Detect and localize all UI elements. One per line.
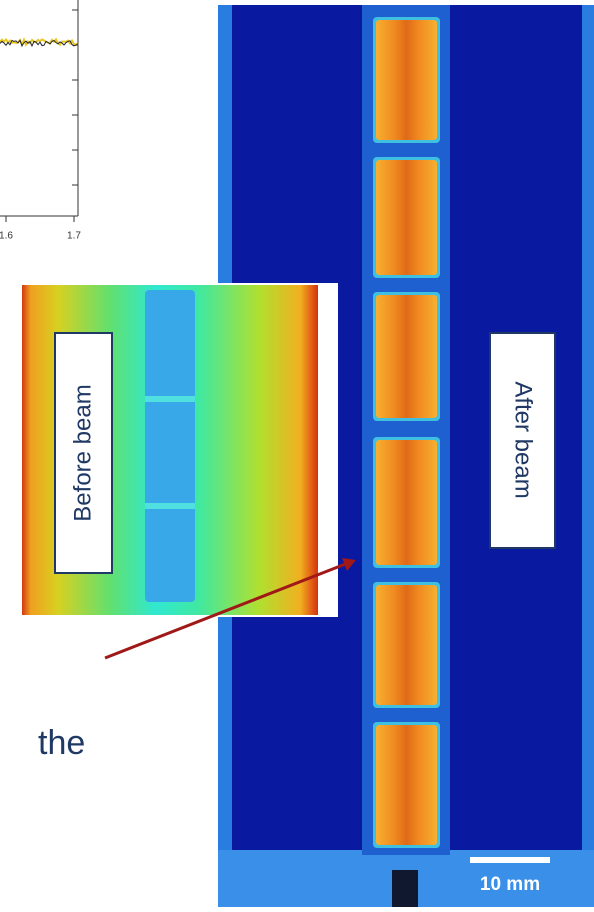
label: After beam (510, 381, 537, 498)
scale-label: 10 mm (480, 874, 540, 895)
decor (376, 295, 437, 418)
decor (376, 20, 437, 140)
slide: 1.6 1.7 After beam 10 mm Before beam the (0, 0, 594, 907)
decor (376, 440, 437, 565)
page: 1.6 1.7 After beam 10 mm Before beam the… (0, 0, 594, 907)
label: Before beam (69, 384, 96, 521)
decor (376, 725, 437, 845)
scale-bar (470, 857, 550, 863)
tick-label: 1.6 (0, 231, 13, 242)
plot: 1.6 1.7 (0, 0, 81, 242)
decor (376, 585, 437, 705)
tick-label: 1.7 (67, 231, 81, 242)
body-text: the (38, 724, 85, 762)
before-image: Before beam (22, 283, 338, 617)
decor (376, 160, 437, 275)
